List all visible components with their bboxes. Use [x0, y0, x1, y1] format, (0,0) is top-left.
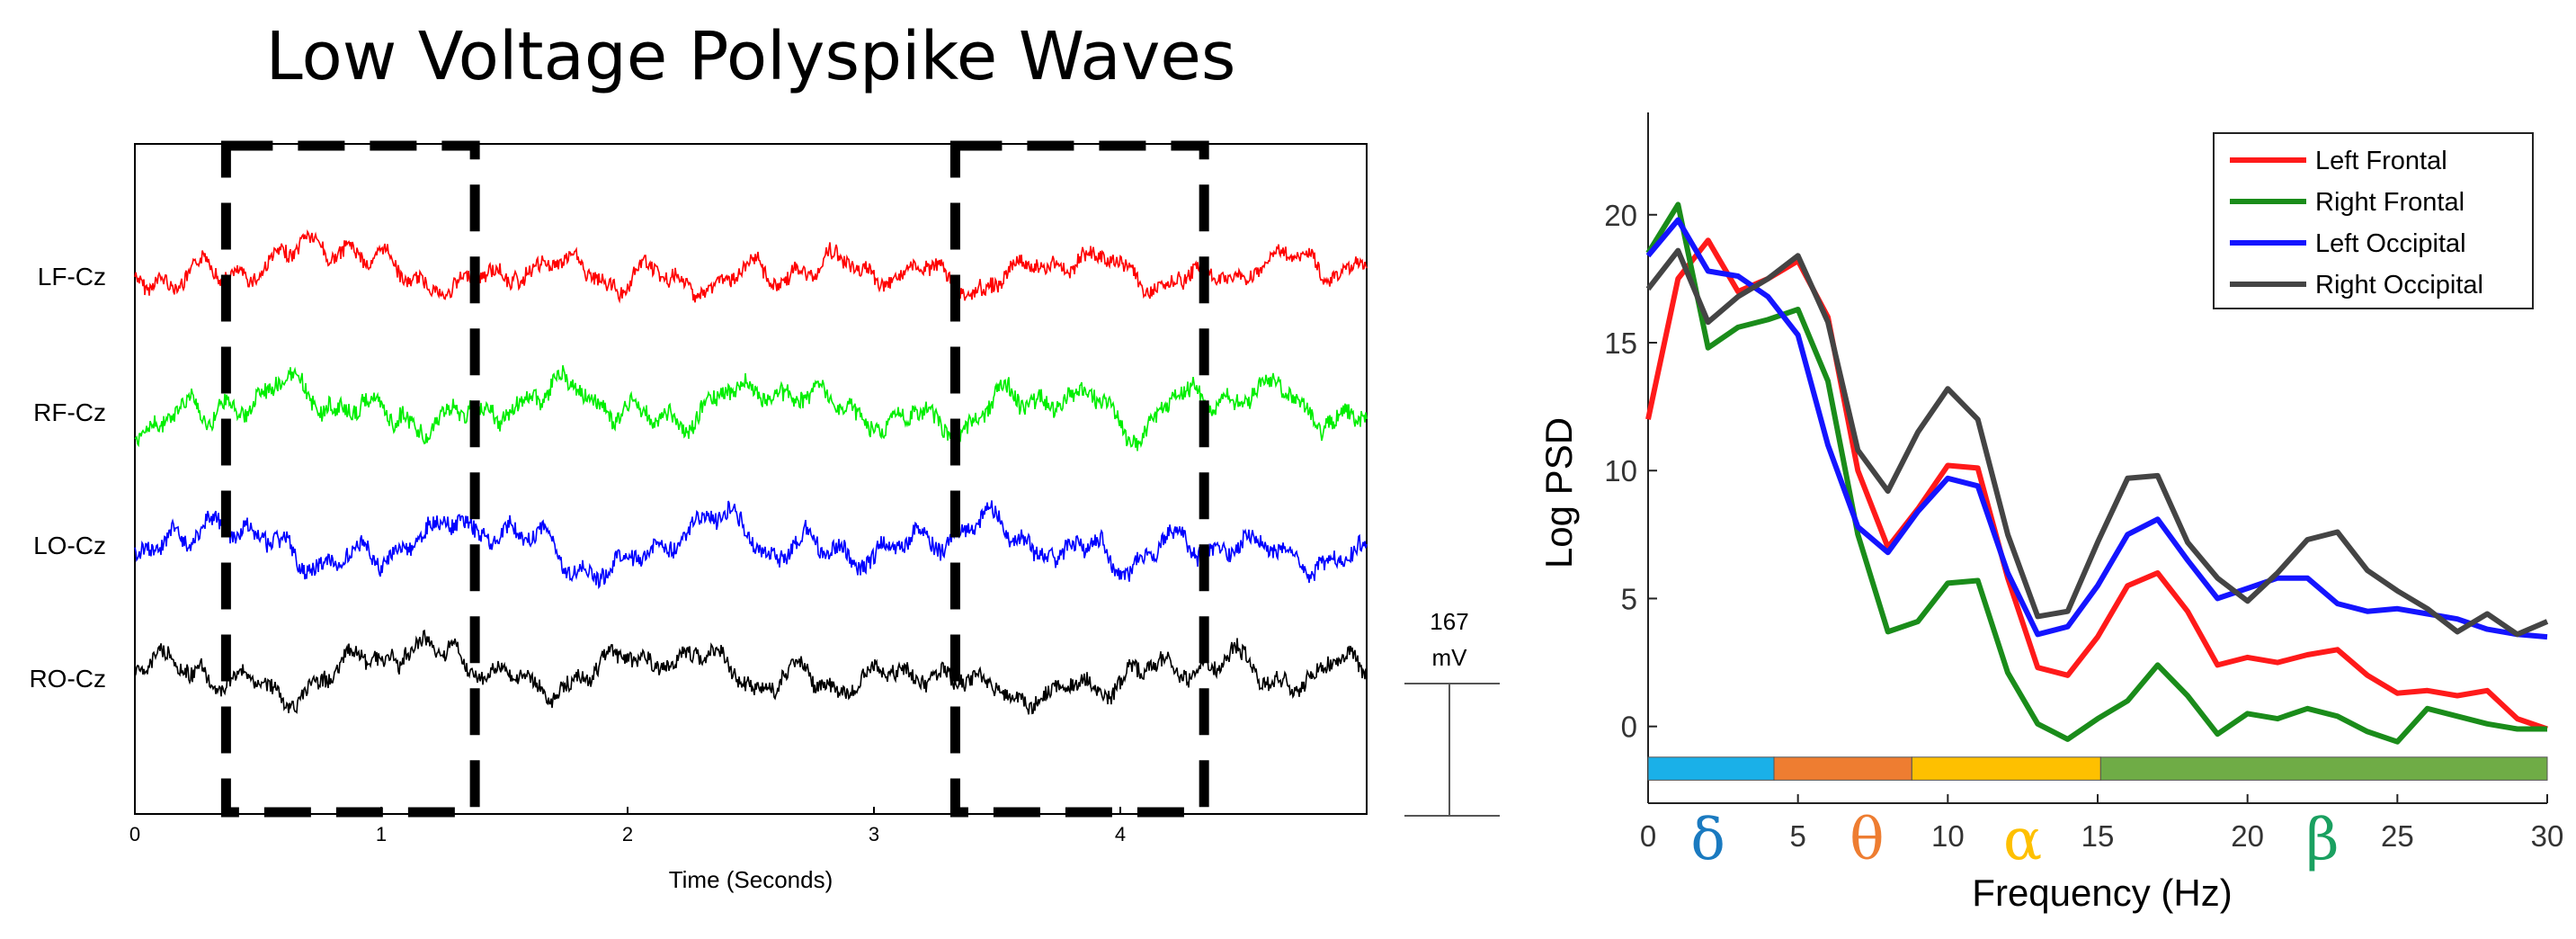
eeg-x-tick-label: 4 — [1115, 823, 1126, 845]
highlight-box — [220, 140, 480, 818]
band-segment — [2099, 756, 2548, 781]
channel-label-rf-cz: RF-Cz — [33, 398, 106, 426]
eeg-x-tick-label: 1 — [376, 823, 387, 845]
psd-y-axis-label: Log PSD — [1538, 417, 1580, 568]
psd-x-tick-label: 0 — [1640, 819, 1656, 853]
eeg-plot-frame — [134, 143, 1368, 815]
psd-series-left-occipital — [1645, 217, 2548, 640]
eeg-trace-rf-cz — [134, 365, 1368, 452]
psd-x-tick-label: 20 — [2231, 819, 2264, 853]
eeg-x-ticks: 0 1 2 3 4 — [129, 807, 1126, 845]
legend: Left Frontal Right Frontal Left Occipital R… — [2213, 132, 2534, 309]
psd-x-ticks: 0 5 10 15 20 25 30 — [1640, 794, 2564, 853]
psd-y-tick-label: 15 — [1604, 326, 1637, 360]
eeg-trace-lf-cz — [134, 228, 1368, 304]
channel-label-ro-cz: RO-Cz — [29, 665, 106, 693]
figure-title: Low Voltage Polyspike Waves — [266, 18, 1236, 95]
psd-x-tick-label: 15 — [2081, 819, 2115, 853]
scale-bar-value: 167 — [1430, 608, 1468, 635]
legend-entry: Right Frontal — [2315, 188, 2465, 217]
eeg-x-axis-label: Time (Seconds) — [669, 866, 833, 893]
band-segment — [1773, 756, 1912, 781]
eeg-x-tick-label: 3 — [869, 823, 879, 845]
psd-y-tick-label: 5 — [1621, 582, 1637, 615]
psd-series-right-occipital — [1645, 247, 2549, 638]
highlight-boxes — [220, 140, 1209, 818]
eeg-x-tick-label: 0 — [129, 823, 140, 845]
scale-bar: 167 mV — [1404, 608, 1500, 817]
psd-x-tick-label: 25 — [2381, 819, 2414, 853]
eeg-trace-lo-cz — [134, 500, 1368, 590]
eeg-chart: LF-Cz RF-Cz LO-Cz RO-Cz 0 1 2 3 4 Time (Seconds… — [29, 140, 1368, 893]
highlight-box — [949, 140, 1209, 818]
eeg-trace-ro-cz — [134, 629, 1368, 715]
psd-x-tick-label: 5 — [1789, 819, 1805, 853]
psd-series-right-frontal — [1645, 201, 2547, 745]
band-label: θ — [1850, 807, 1885, 873]
psd-x-tick-label: 10 — [1931, 819, 1965, 853]
scale-bar-unit: mV — [1432, 644, 1468, 671]
band-label: δ — [1690, 807, 1725, 873]
legend-entry: Left Occipital — [2315, 229, 2466, 258]
psd-y-tick-label: 20 — [1604, 199, 1637, 232]
band-label: β — [2306, 807, 2340, 873]
psd-x-axis-label: Frequency (Hz) — [1972, 872, 2232, 914]
band-label: α — [2003, 807, 2042, 873]
psd-chart: 0 5 10 15 20 0 5 10 15 20 25 30 δ θ α β Left Frontal R… — [1538, 112, 2563, 914]
channel-label-lo-cz: LO-Cz — [33, 532, 106, 559]
eeg-x-tick-label: 2 — [622, 823, 633, 845]
psd-y-tick-label: 0 — [1621, 711, 1637, 744]
channel-label-lf-cz: LF-Cz — [38, 263, 106, 291]
eeg-traces — [134, 228, 1368, 715]
legend-entry: Right Occipital — [2315, 271, 2483, 300]
frequency-band-bar — [1647, 756, 2548, 781]
psd-series — [1645, 201, 2549, 745]
band-segment — [1647, 756, 1775, 781]
psd-x-tick-label: 30 — [2531, 819, 2564, 853]
channel-labels: LF-Cz RF-Cz LO-Cz RO-Cz — [29, 263, 106, 693]
psd-y-ticks: 0 5 10 15 20 — [1604, 199, 1657, 744]
psd-y-tick-label: 10 — [1604, 454, 1637, 487]
band-segment — [1911, 756, 2101, 781]
legend-entry: Left Frontal — [2315, 147, 2447, 175]
